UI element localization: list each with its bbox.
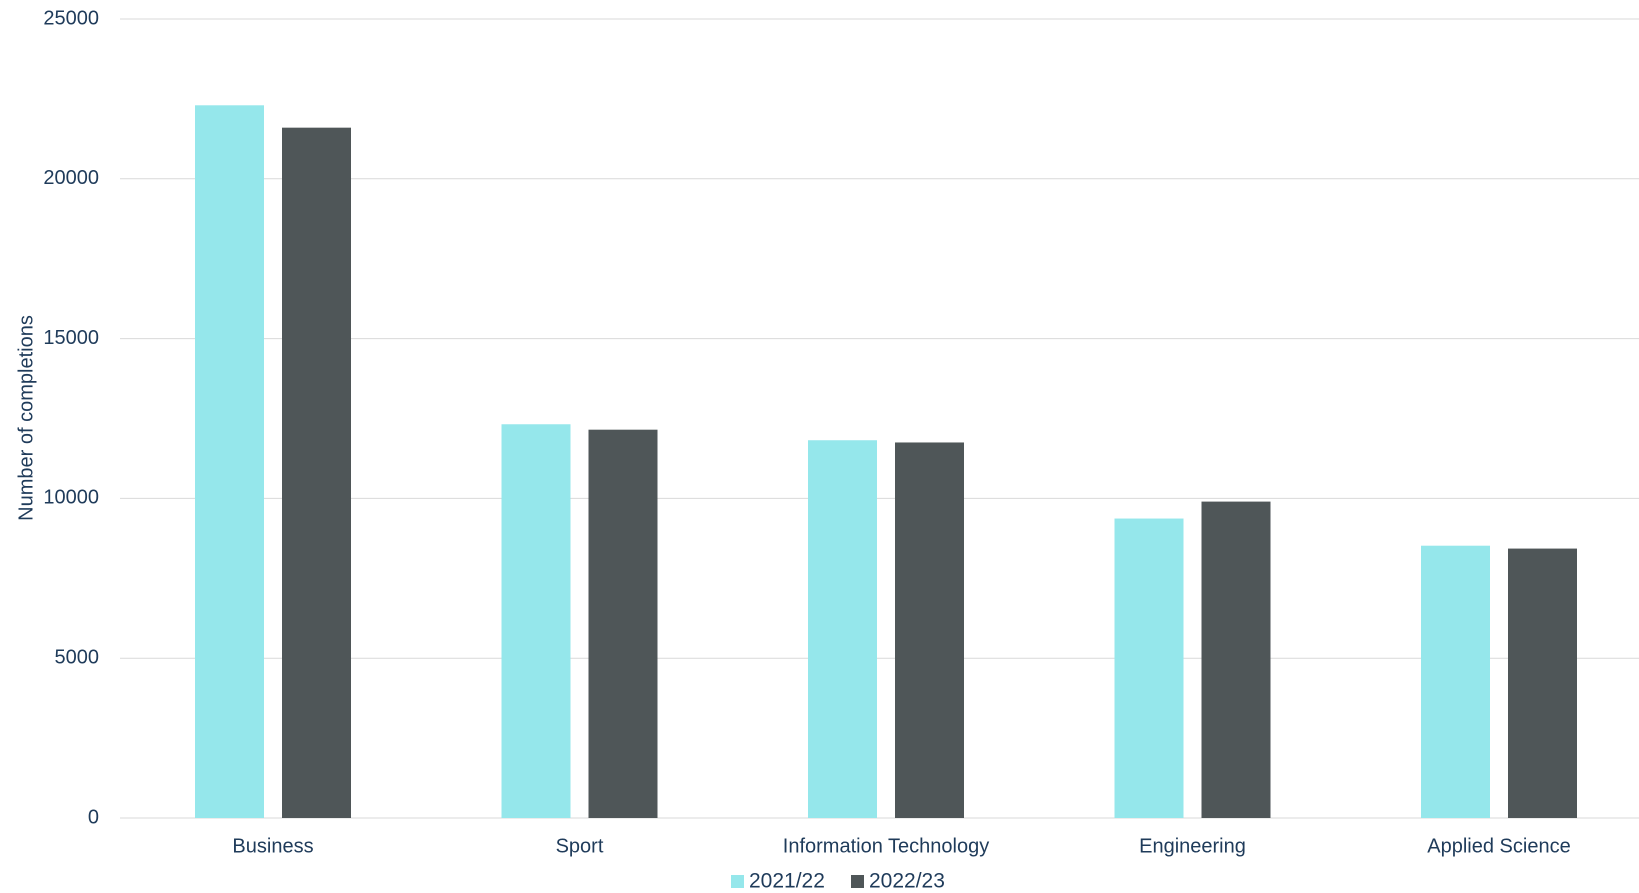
x-tick-label: Information Technology xyxy=(783,835,989,857)
x-tick-label: Applied Science xyxy=(1427,835,1570,857)
y-axis-title: Number of completions xyxy=(15,315,37,521)
legend-label: 2021/22 xyxy=(749,870,825,893)
legend: 2021/22 2022/23 xyxy=(731,870,945,893)
x-tick-label: Engineering xyxy=(1139,835,1246,857)
bar-2021-22-applied-science xyxy=(1421,545,1490,818)
bar-2021-22-engineering xyxy=(1114,518,1184,818)
y-tick-label: 0 xyxy=(88,806,99,828)
y-axis-ticks: 0 5000 10000 15000 20000 25000 xyxy=(43,7,99,828)
y-tick-label: 5000 xyxy=(55,646,100,668)
x-tick-label: Sport xyxy=(556,835,604,857)
legend-label: 2022/23 xyxy=(869,870,945,893)
y-tick-label: 10000 xyxy=(43,487,99,509)
y-tick-label: 15000 xyxy=(43,327,99,349)
bars xyxy=(195,105,1577,819)
gridlines xyxy=(120,18,1639,819)
x-axis-labels: Business Sport Information Technology Engin… xyxy=(232,835,1570,857)
bar-2022-23-sport xyxy=(588,429,658,818)
bar-2021-22-information-technology xyxy=(808,440,877,818)
y-tick-label: 25000 xyxy=(43,7,99,29)
bar-2022-23-engineering xyxy=(1201,501,1271,818)
bar-2021-22-business xyxy=(195,105,264,819)
legend-swatch xyxy=(851,875,864,888)
x-tick-label: Business xyxy=(232,835,313,857)
bar-2022-23-applied-science xyxy=(1508,548,1577,818)
bar-2021-22-sport xyxy=(501,424,571,818)
legend-swatch xyxy=(731,875,744,888)
bar-2022-23-business xyxy=(282,127,351,818)
bar-2022-23-information-technology xyxy=(895,442,964,818)
y-tick-label: 20000 xyxy=(43,167,99,189)
